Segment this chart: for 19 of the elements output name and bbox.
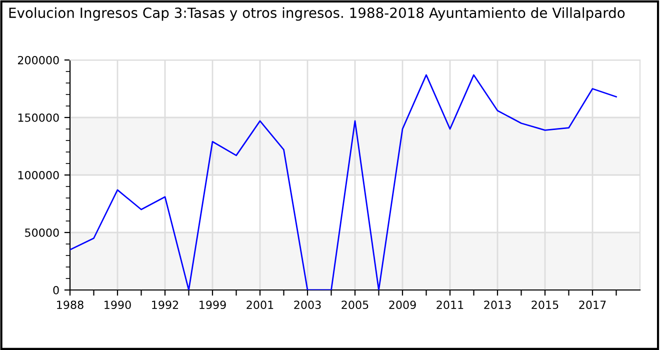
- x-tick-label: 2001: [246, 300, 274, 310]
- x-tick-label: 1990: [104, 300, 131, 310]
- x-tick-label: 2011: [436, 300, 464, 310]
- x-tick-label: 2015: [532, 300, 558, 310]
- y-tick-label: 200000: [18, 56, 59, 64]
- x-tick-label: 1988: [57, 300, 84, 310]
- chart-title: Evolucion Ingresos Cap 3:Tasas y otros ingresos. 1988-2018 Ayuntamiento de Villalpardo: [9, 7, 625, 21]
- y-tick-label: 150000: [18, 113, 59, 122]
- line-series: [70, 74, 617, 290]
- x-tick-label: 2009: [389, 300, 416, 310]
- x-tick-label: 2003: [294, 300, 321, 310]
- x-tick-label: 1992: [152, 300, 178, 310]
- y-tick-label: 0: [53, 286, 59, 294]
- x-tick-label: 2005: [342, 300, 368, 310]
- x-tick-label: 1999: [200, 300, 226, 310]
- y-tick-label: 100000: [18, 170, 59, 180]
- x-tick-label: 2017: [579, 300, 606, 310]
- y-tick-label: 50000: [25, 228, 59, 237]
- x-tick-label: 2013: [484, 300, 511, 310]
